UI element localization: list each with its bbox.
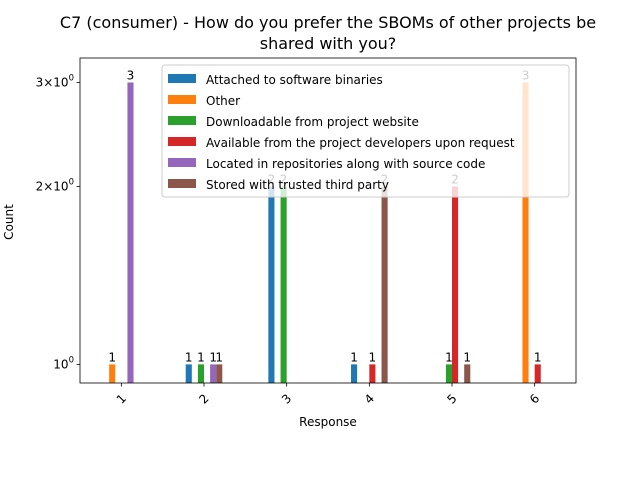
legend-box [161,64,570,198]
legend-entry-label: Downloadable from project website [206,115,419,129]
bar-value-label: 1 [209,350,217,364]
bar-6-series-4 [534,364,541,383]
bar-value-label: 1 [197,350,205,364]
bar-value-label: 1 [185,350,193,364]
bar-value-label: 1 [463,350,471,364]
legend-entry-label: Stored with trusted third party [206,178,389,192]
x-tick-label: 1 [114,391,129,406]
bar-5-series-4 [452,186,459,383]
chart-title: C7 (consumer) - How do you prefer the SB… [60,13,596,53]
bar-2-series-6 [216,364,223,383]
bar-value-label: 1 [445,350,453,364]
bar-4-series-1 [351,364,358,383]
bars-layer [109,82,541,384]
bar-5-series-6 [464,364,471,383]
bar-1-series-2 [109,364,116,383]
x-tick-label: 6 [527,391,542,406]
bar-2-series-5 [210,364,217,383]
legend-entry-label: Other [206,94,240,108]
bar-2-series-3 [197,364,204,383]
y-axis-label: Count [2,204,16,240]
bar-4-series-6 [381,186,388,383]
bar-value-label: 3 [127,68,135,82]
bar-3-series-3 [280,186,287,383]
legend-entry-label: Available from the project developers up… [206,136,515,150]
bar-4-series-4 [369,364,376,383]
legend-swatch [168,158,196,167]
legend-swatch [168,74,196,83]
chart-title-line-2: shared with you? [260,34,397,53]
bar-value-label: 1 [108,350,116,364]
bar-value-label: 1 [215,350,223,364]
x-tick-label: 2 [196,391,211,406]
bar-6-series-2 [522,82,529,384]
x-tick-label: 4 [362,391,377,406]
x-tick-label: 5 [444,391,459,406]
legend-swatch [168,95,196,104]
bar-3-series-1 [268,186,275,383]
legend-entry-label: Attached to software binaries [206,73,383,87]
x-tick-label: 3 [279,391,294,406]
y-tick-label: 3×100 [36,73,74,89]
x-axis-label: Response [299,415,357,429]
legend-swatch [168,179,196,188]
legend-swatch [168,116,196,125]
bar-value-label: 1 [534,350,542,364]
bar-1-series-5 [127,82,134,384]
legend-entry-label: Located in repositories along with sourc… [206,157,485,171]
chart-title-line-1: C7 (consumer) - How do you prefer the SB… [60,13,596,32]
bar-2-series-1 [185,364,192,383]
y-tick-label: 2×100 [36,178,74,194]
y-tick-label: 100 [53,355,74,371]
legend: Attached to software binaries Other Downlo… [161,64,570,198]
bar-value-label: 1 [350,350,358,364]
bar-value-label: 1 [369,350,377,364]
legend-swatch [168,137,196,146]
bar-5-series-3 [445,364,452,383]
plot-frame [79,57,577,384]
